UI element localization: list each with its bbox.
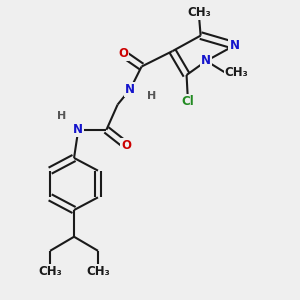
Text: O: O	[118, 47, 128, 60]
Text: N: N	[125, 82, 135, 96]
Text: Cl: Cl	[182, 95, 194, 108]
Text: CH₃: CH₃	[188, 6, 211, 19]
Text: CH₃: CH₃	[86, 266, 110, 278]
Text: O: O	[121, 139, 131, 152]
Text: CH₃: CH₃	[224, 66, 248, 79]
Text: N: N	[73, 123, 83, 136]
Text: N: N	[201, 54, 211, 68]
Text: N: N	[230, 39, 239, 52]
Text: H: H	[57, 111, 66, 121]
Text: CH₃: CH₃	[38, 266, 62, 278]
Text: H: H	[147, 91, 156, 101]
